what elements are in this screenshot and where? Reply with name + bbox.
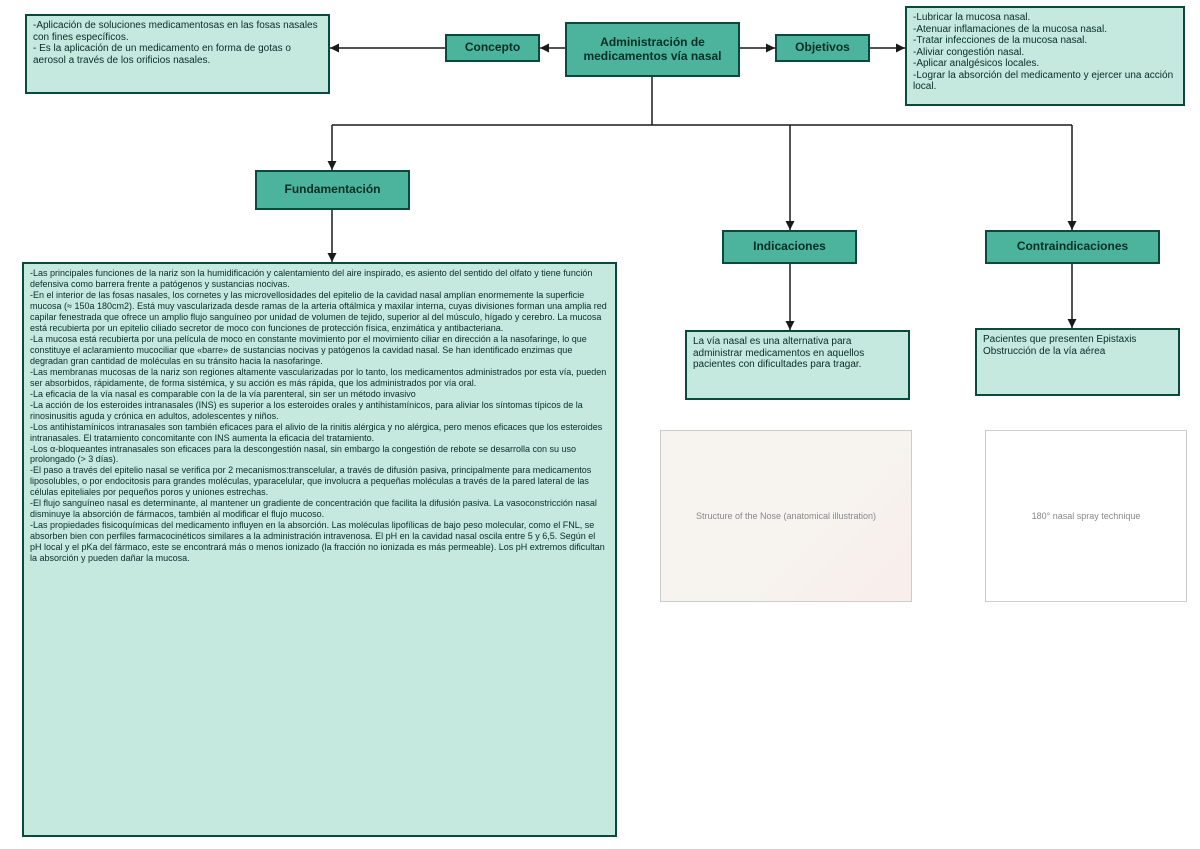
box-concepto_lbl: Concepto [445,34,540,62]
box-fund_lbl: Fundamentación [255,170,410,210]
box-objetivos_lbl: Objetivos [775,34,870,62]
box-indic_lbl: Indicaciones [722,230,857,264]
box-fund_txt: -Las principales funciones de la nariz s… [22,262,617,837]
box-contra_txt: Pacientes que presenten Epistaxis Obstru… [975,328,1180,396]
illustration-1: 180° nasal spray technique [985,430,1187,602]
box-indic_txt: La vía nasal es una alternativa para adm… [685,330,910,400]
box-contra_lbl: Contraindicaciones [985,230,1160,264]
box-concepto_txt: -Aplicación de soluciones medicamentosas… [25,14,330,94]
box-title: Administración de medicamentos vía nasal [565,22,740,77]
illustration-0: Structure of the Nose (anatomical illust… [660,430,912,602]
box-objetivos_txt: -Lubricar la mucosa nasal. -Atenuar infl… [905,6,1185,106]
